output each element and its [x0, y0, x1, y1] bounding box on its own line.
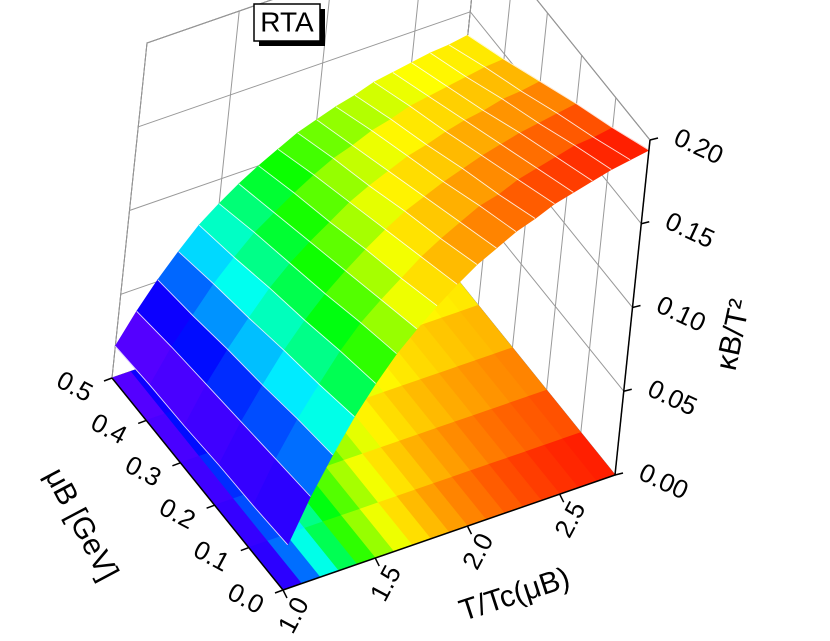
grid-line: [111, 42, 148, 379]
mesh-line: [218, 203, 397, 355]
y-tick: [137, 419, 147, 425]
x-tick-label: 2.5: [548, 496, 591, 542]
x-tick-label: 1.0: [271, 592, 314, 636]
z-tick: [623, 388, 632, 392]
mesh-line: [136, 310, 311, 497]
z-tick: [614, 472, 624, 476]
z-tick-label: 0.00: [635, 457, 694, 506]
mesh-line: [297, 132, 478, 265]
z-tick-label: 0.05: [643, 373, 702, 422]
y-tick-label: 0.0: [223, 576, 269, 619]
mesh-line: [467, 34, 650, 151]
mesh-line: [114, 345, 289, 546]
mesh-line: [277, 148, 458, 285]
y-tick-label: 0.5: [52, 364, 98, 407]
z-tick-label: 0.10: [652, 289, 711, 338]
z-tick: [649, 137, 659, 141]
y-tick: [172, 462, 181, 467]
y-tick-label: 0.2: [155, 492, 201, 535]
mesh-line: [392, 72, 574, 193]
y-tick: [103, 377, 113, 382]
x-tick-label: 2.0: [456, 528, 499, 574]
mesh-line: [178, 251, 355, 418]
z-tick-label: 0.20: [670, 122, 729, 171]
y-tick-label: 0.3: [120, 449, 166, 492]
z-tick-label: 0.15: [661, 206, 720, 255]
annotation: RTA: [260, 6, 314, 37]
y-axis: [111, 377, 284, 591]
y-tick: [240, 546, 250, 552]
x-tick-label: 1.5: [364, 560, 407, 606]
x-axis-title: T/Tc(μB): [455, 561, 574, 628]
y-tick-label: 0.1: [189, 534, 235, 577]
y-tick: [274, 589, 284, 594]
x-tick: [558, 493, 565, 503]
z-tick: [632, 304, 641, 309]
mesh-line: [354, 94, 536, 219]
y-tick-label: 0.4: [86, 407, 132, 450]
mesh-line: [373, 81, 555, 205]
surface: [114, 34, 650, 546]
y-axis-title: μB [GeV]: [38, 463, 125, 587]
x-tick: [374, 557, 380, 567]
z-axis-title: κB/T²: [710, 296, 757, 373]
x-tick: [282, 589, 288, 599]
mesh-line: [198, 224, 377, 384]
mesh-line: [316, 119, 497, 249]
mesh-line: [411, 62, 593, 182]
mesh-line: [448, 44, 631, 161]
mesh-line: [157, 279, 334, 456]
mesh-line: [430, 52, 612, 170]
x-tick: [466, 525, 473, 535]
annotation-box: [253, 3, 321, 42]
z-tick: [641, 221, 650, 225]
y-tick: [206, 504, 215, 509]
mesh-line: [335, 106, 517, 232]
mesh-line: [238, 183, 418, 330]
mesh-line: [258, 165, 438, 307]
